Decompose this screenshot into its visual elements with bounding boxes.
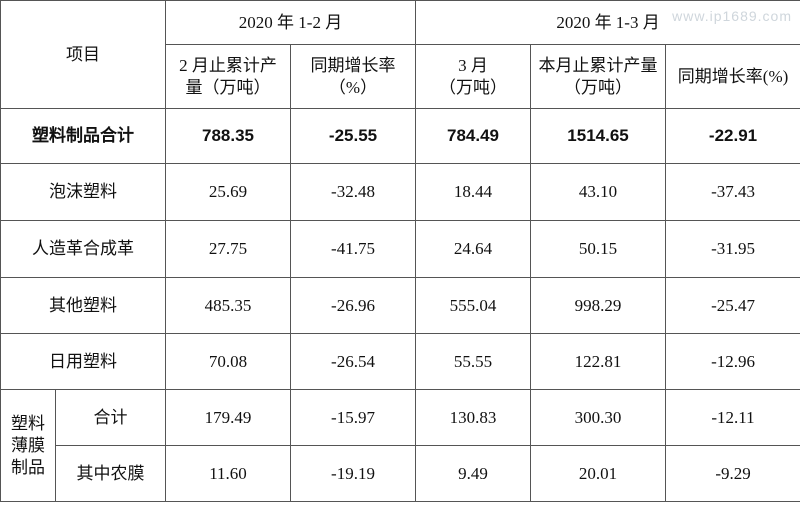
text-line: 2 月止累计产 <box>179 55 277 75</box>
value-cell: 179.49 <box>165 389 291 446</box>
group-header: 2020 年 1-2 月 <box>164 0 417 45</box>
value-cell: 788.35 <box>165 108 291 164</box>
value-cell: -32.48 <box>289 163 417 221</box>
text-line: 本月止累计产量 <box>538 55 658 75</box>
table-row: 其他塑料 485.35 -26.96 555.04 998.29 -25.47 <box>0 277 800 334</box>
text-line: 薄膜 <box>11 435 45 455</box>
value-cell: -37.43 <box>665 163 800 221</box>
value-cell: -22.91 <box>665 108 800 164</box>
text-line: （万吨） <box>564 77 633 97</box>
row-label: 人造革合成革 <box>0 220 166 278</box>
text-line: 量（万吨） <box>185 77 271 97</box>
value-cell: 122.81 <box>530 333 667 390</box>
text-line: 3 月 <box>458 55 488 75</box>
row-label: 泡沫塑料 <box>0 163 166 221</box>
column-header: 同期增长率(%) <box>665 44 800 109</box>
text-line: （%） <box>328 77 378 97</box>
value-cell: -41.75 <box>289 220 417 278</box>
value-cell: 300.30 <box>530 389 667 446</box>
value-cell: 555.04 <box>415 277 532 334</box>
row-label: 塑料制品合计 <box>0 108 166 164</box>
text-line: 同期增长率 <box>310 55 396 75</box>
row-label: 合计 <box>55 389 166 446</box>
text-line: （万吨） <box>439 77 508 97</box>
value-cell: 998.29 <box>530 277 667 334</box>
value-cell: 11.60 <box>165 445 291 502</box>
value-cell: -26.96 <box>289 277 417 334</box>
watermark: www.ip1689.com <box>672 8 792 24</box>
value-cell: -31.95 <box>665 220 800 278</box>
value-cell: 9.49 <box>415 445 532 502</box>
value-cell: -19.19 <box>289 445 417 502</box>
text-line: 制品 <box>11 457 45 477</box>
value-cell: 70.08 <box>165 333 291 390</box>
table-row: 2 月止累计产 量（万吨） 同期增长率 （%） 3 月（万吨） 本月止累计产量 （万吨） 同期… <box>1 44 800 109</box>
value-cell: 784.49 <box>415 108 532 164</box>
table-row: 塑料制品合计 788.35 -25.55 784.49 1514.65 -22.91 <box>0 108 800 164</box>
group-label: 塑料 薄膜 制品 <box>0 389 56 502</box>
value-cell: 43.10 <box>530 163 667 221</box>
row-label: 其他塑料 <box>0 277 166 334</box>
value-cell: -15.97 <box>289 389 417 446</box>
value-cell: -12.96 <box>665 333 800 390</box>
table-row: 项目 2020 年 1-2 月 2020 年 1-3 月 <box>0 0 800 109</box>
value-cell: -25.47 <box>665 277 800 334</box>
text-line: 同期增长率(%) <box>677 66 789 86</box>
column-header: 3 月（万吨） <box>415 44 532 109</box>
column-header: 本月止累计产量 （万吨） <box>530 44 667 109</box>
value-cell: 1514.65 <box>530 108 667 164</box>
table-row: 日用塑料 70.08 -26.54 55.55 122.81 -12.96 <box>0 333 800 390</box>
row-label: 其中农膜 <box>55 445 166 502</box>
value-cell: 130.83 <box>415 389 532 446</box>
value-cell: 485.35 <box>165 277 291 334</box>
value-cell: 27.75 <box>165 220 291 278</box>
table-row: 其中农膜 11.60 -19.19 9.49 20.01 -9.29 <box>1 445 800 502</box>
table-row: 泡沫塑料 25.69 -32.48 18.44 43.10 -37.43 <box>0 163 800 221</box>
column-header: 2 月止累计产 量（万吨） <box>165 44 291 109</box>
value-cell: 18.44 <box>415 163 532 221</box>
value-cell: -9.29 <box>665 445 800 502</box>
text-line: 塑料 <box>11 413 45 433</box>
table-row: 人造革合成革 27.75 -41.75 24.64 50.15 -31.95 <box>0 220 800 278</box>
value-cell: -26.54 <box>289 333 417 390</box>
value-cell: 55.55 <box>415 333 532 390</box>
value-cell: 24.64 <box>415 220 532 278</box>
table-row: 塑料 薄膜 制品 合计 179.49 -15.97 130.83 300.30 -12.11 <box>0 389 800 502</box>
value-cell: -12.11 <box>665 389 800 446</box>
value-cell: 25.69 <box>165 163 291 221</box>
value-cell: 20.01 <box>530 445 667 502</box>
value-cell: -25.55 <box>289 108 417 164</box>
column-header: 同期增长率 （%） <box>289 44 417 109</box>
row-label: 日用塑料 <box>0 333 166 390</box>
item-header: 项目 <box>0 0 166 109</box>
value-cell: 50.15 <box>530 220 667 278</box>
